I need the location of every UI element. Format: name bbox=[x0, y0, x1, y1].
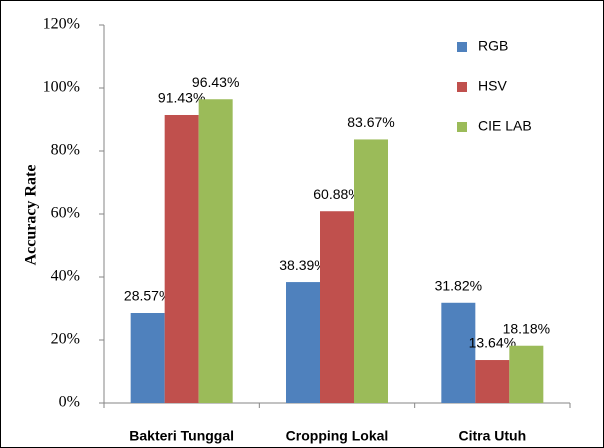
data-label: 31.82% bbox=[435, 277, 482, 293]
legend-label: RGB bbox=[478, 38, 508, 54]
data-label: 83.67% bbox=[347, 114, 394, 130]
legend-swatch bbox=[457, 42, 467, 52]
bar bbox=[509, 345, 544, 403]
y-tick-label: 120% bbox=[43, 16, 80, 33]
x-tick-label: Bakteri Tunggal bbox=[129, 428, 234, 444]
x-tick-label: Cropping Lokal bbox=[286, 428, 389, 444]
legend-swatch bbox=[457, 82, 467, 92]
legend-label: HSV bbox=[478, 78, 507, 94]
bar bbox=[164, 114, 199, 404]
bar bbox=[286, 282, 320, 403]
y-tick-label: 60% bbox=[51, 205, 80, 222]
y-tick-label: 80% bbox=[51, 142, 80, 159]
data-label: 60.88% bbox=[313, 186, 360, 202]
x-tick-label: Citra Utuh bbox=[458, 428, 526, 444]
bar bbox=[475, 360, 510, 403]
data-label: 38.39% bbox=[279, 257, 326, 273]
y-tick-label: 20% bbox=[51, 331, 80, 348]
bar bbox=[320, 211, 354, 403]
y-tick-label: 100% bbox=[43, 79, 80, 96]
data-label: 18.18% bbox=[503, 320, 550, 336]
data-label: 96.43% bbox=[192, 74, 239, 90]
data-label: 13.64% bbox=[469, 335, 516, 351]
bar bbox=[198, 99, 233, 404]
y-axis-label: Accuracy Rate bbox=[23, 165, 40, 266]
legend-swatch bbox=[457, 122, 467, 132]
bar bbox=[441, 302, 476, 403]
bar bbox=[354, 139, 388, 403]
y-tick-label: 0% bbox=[59, 394, 80, 411]
y-tick-label: 40% bbox=[51, 268, 80, 285]
data-label: 91.43% bbox=[158, 90, 205, 106]
data-label: 28.57% bbox=[124, 288, 171, 304]
bar bbox=[130, 313, 165, 403]
legend-label: CIE LAB bbox=[478, 118, 532, 134]
